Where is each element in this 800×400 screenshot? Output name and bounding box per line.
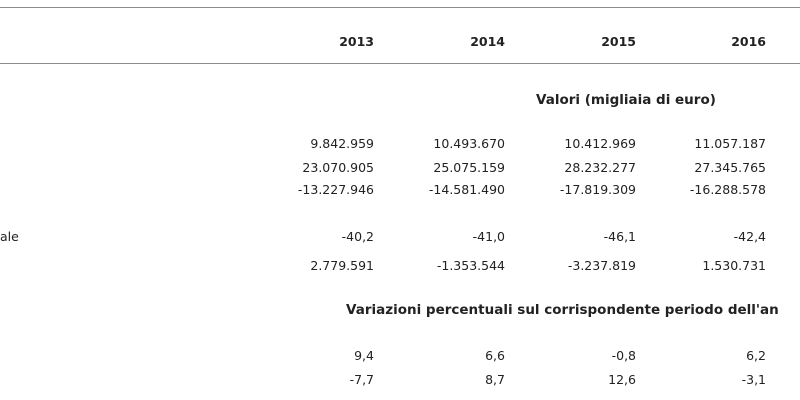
table-cell: -41,0 (472, 229, 505, 244)
table-cell: 1.530.731 (702, 258, 766, 273)
table-cell: -16.288.578 (689, 182, 766, 197)
table-cell: -0,8 (611, 348, 636, 363)
table-cell: 25.075.159 (433, 160, 505, 175)
table-cell: 23.070.905 (302, 160, 374, 175)
table-cell: 2.779.591 (310, 258, 374, 273)
column-header-year: 2014 (470, 34, 505, 49)
header-bottom-rule (0, 63, 800, 64)
table-cell: -40,2 (341, 229, 374, 244)
column-header-year: 2013 (339, 34, 374, 49)
table-top-rule (0, 7, 800, 8)
table-cell: 27.345.765 (694, 160, 766, 175)
table-cell: -13.227.946 (297, 182, 374, 197)
table-cell: 28.232.277 (564, 160, 636, 175)
section-title-values: Valori (migliaia di euro) (536, 92, 716, 108)
table-cell: -3.237.819 (567, 258, 636, 273)
column-header-year: 2016 (731, 34, 766, 49)
table-cell: -17.819.309 (559, 182, 636, 197)
table-cell: 9,4 (354, 348, 374, 363)
row-label: ale (0, 229, 19, 244)
section-title-variations: Variazioni percentuali sul corrispondent… (346, 302, 779, 318)
table-cell: -14.581.490 (428, 182, 505, 197)
table-cell: 8,7 (485, 372, 505, 387)
table-cell: -1.353.544 (436, 258, 505, 273)
table-cell: 6,2 (746, 348, 766, 363)
table-cell: 9.842.959 (310, 136, 374, 151)
table-cell: -42,4 (733, 229, 766, 244)
table-cell: 10.412.969 (564, 136, 636, 151)
table-cell: -46,1 (603, 229, 636, 244)
table-cell: 11.057.187 (694, 136, 766, 151)
table-cell: 10.493.670 (433, 136, 505, 151)
table-cell: 12,6 (608, 372, 636, 387)
table-cell: 6,6 (485, 348, 505, 363)
table-cell: -7,7 (349, 372, 374, 387)
column-header-year: 2015 (601, 34, 636, 49)
table-cell: -3,1 (741, 372, 766, 387)
